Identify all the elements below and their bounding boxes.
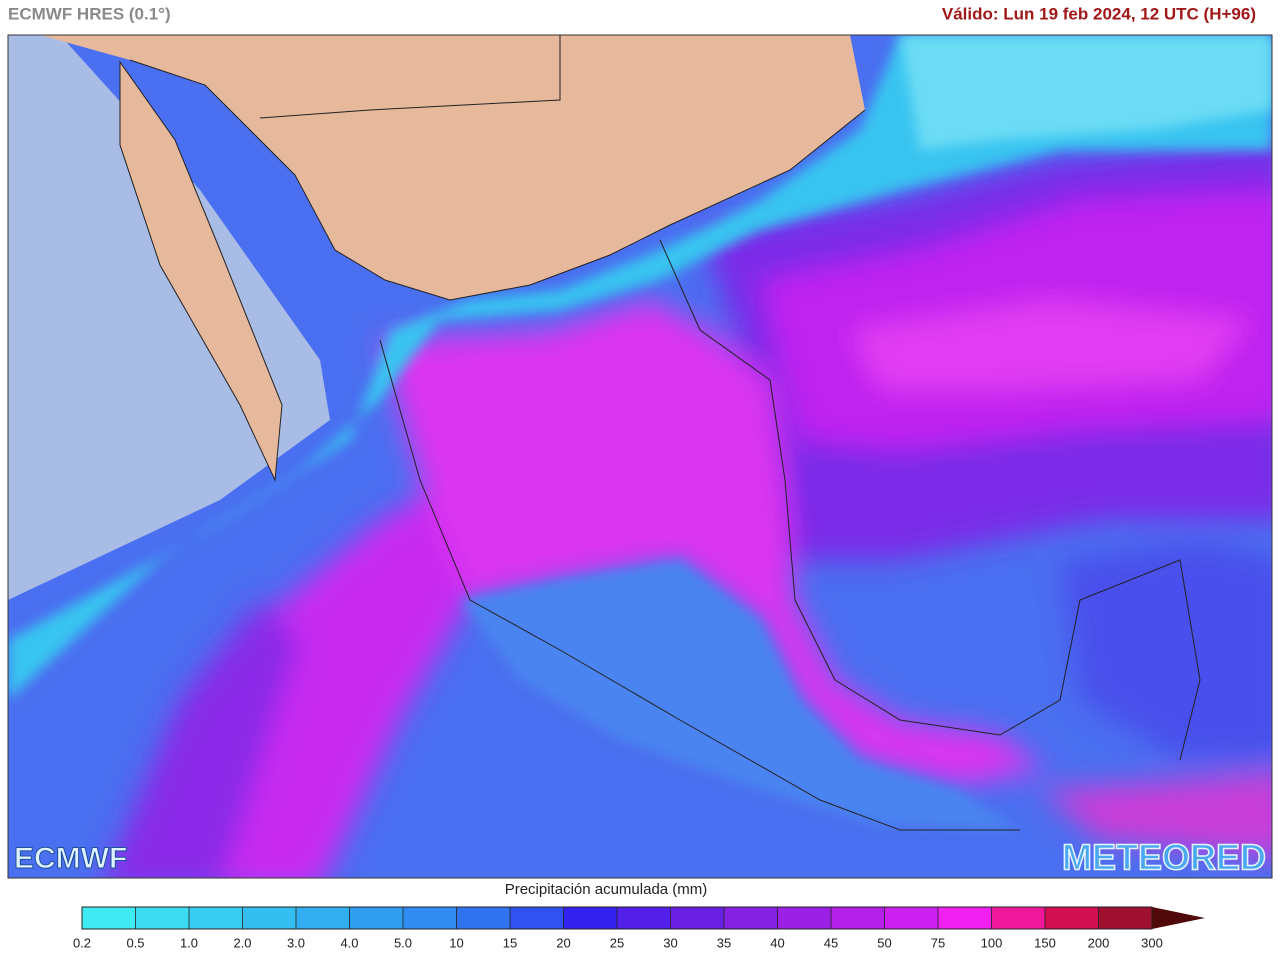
- color-bin: [135, 907, 190, 929]
- baja-peninsula: [119, 60, 283, 482]
- color-bin: [403, 907, 457, 929]
- pacific-coast: [379, 339, 1020, 831]
- color-bin: [189, 907, 243, 929]
- color-bin: [242, 907, 297, 929]
- south-mexico-precip: [460, 560, 1020, 830]
- color-bin: [349, 907, 404, 929]
- yucatan-precip: [1060, 540, 1272, 760]
- usa-precip: [900, 35, 1272, 150]
- color-bin: [884, 907, 939, 929]
- color-bin: [724, 907, 778, 929]
- color-bin: [991, 907, 1046, 929]
- color-bin: [296, 907, 350, 929]
- gulf-coast: [659, 239, 1201, 761]
- color-bin: [510, 907, 564, 929]
- meteored-logo: METEORED: [1062, 837, 1266, 878]
- colorbar-tick-label: 40: [770, 935, 784, 950]
- colorbar-tick-label: 45: [824, 935, 838, 950]
- color-bin: [617, 907, 671, 929]
- land: [40, 35, 865, 300]
- colorbar-tick-label: 2.0: [233, 935, 251, 950]
- central-america-precip: [1040, 771, 1272, 859]
- colorbar-tick-label: 300: [1141, 935, 1163, 950]
- colorbar-tick-label: 150: [1034, 935, 1056, 950]
- color-bin: [456, 907, 511, 929]
- coastline: [129, 59, 866, 301]
- colorbar-tick-label: 75: [931, 935, 945, 950]
- colorbar-tick-label: 1.0: [180, 935, 198, 950]
- colorbar-tick-label: 0.2: [73, 935, 91, 950]
- colorbar-tick-label: 35: [717, 935, 731, 950]
- map-title: ECMWF HRES (0.1°): [8, 4, 171, 23]
- valid-time: Válido: Lun 19 feb 2024, 12 UTC (H+96): [942, 4, 1256, 23]
- colorbar-label: Precipitación acumulada (mm): [505, 881, 708, 898]
- precip-field: [105, 141, 1272, 878]
- colorbar-tick-label: 15: [503, 935, 517, 950]
- pacific-band-edge: [105, 600, 300, 878]
- map: ECMWF METEORED: [8, 35, 1272, 878]
- colorbar-tick-label: 10: [449, 935, 463, 950]
- color-bin: [670, 907, 725, 929]
- color-bin: [831, 907, 885, 929]
- map-frame: [7, 34, 1273, 879]
- colorbar-tick-label: 50: [877, 935, 891, 950]
- gulf-precip-max: [850, 300, 1250, 390]
- colorbar: 0.2 0.5 1.0 2.0 3.0 4.0 5.0 10 15 20 25 30 35 40 45 50 7…: [73, 906, 1205, 950]
- colorbar-tick-label: 0.5: [126, 935, 144, 950]
- colorbar-tick-label: 30: [663, 935, 677, 950]
- border: [259, 35, 561, 119]
- colorbar-tick-label: 20: [556, 935, 570, 950]
- mexico-precip: [380, 300, 1045, 785]
- colorbar-tick-label: 25: [610, 935, 624, 950]
- color-bin: [938, 907, 992, 929]
- color-bin: [777, 907, 832, 929]
- color-bin: [1045, 907, 1099, 929]
- color-bin: [563, 907, 618, 929]
- color-bin: [82, 907, 136, 929]
- colorbar-tick-label: 200: [1088, 935, 1110, 950]
- color-arrow: [1152, 907, 1205, 929]
- ecmwf-logo: ECMWF: [14, 842, 127, 875]
- color-bin: [1098, 907, 1153, 929]
- pacific-dry: [8, 35, 330, 600]
- colorbar-tick-label: 3.0: [287, 935, 305, 950]
- colorbar-tick-label: 4.0: [340, 935, 358, 950]
- colorbar-tick-label: 5.0: [394, 935, 412, 950]
- colorbar-tick-label: 100: [981, 935, 1003, 950]
